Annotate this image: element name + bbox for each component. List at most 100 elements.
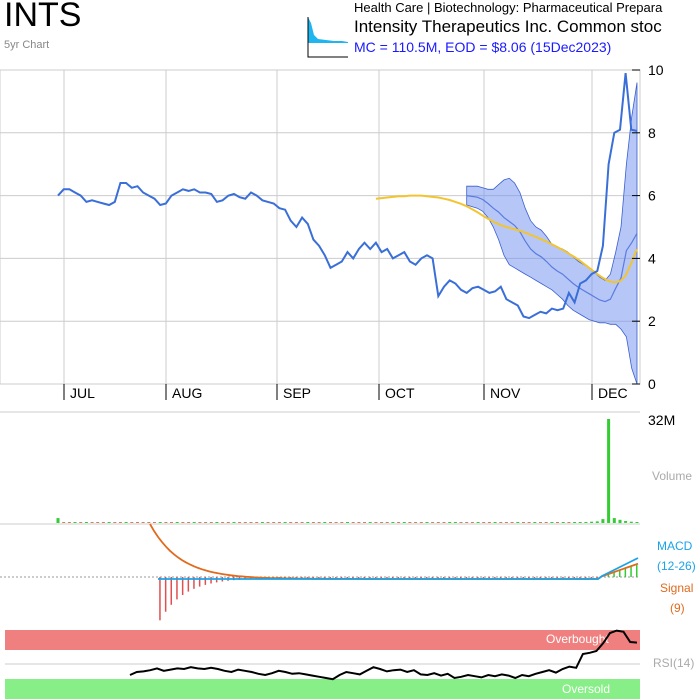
volume-bar — [107, 522, 111, 523]
macd-histogram-bar — [374, 577, 377, 578]
rsi-polyline — [129, 629, 638, 681]
volume-bar — [198, 522, 202, 523]
volume-bar — [533, 522, 537, 523]
volume-bar — [124, 522, 128, 523]
volume-bar — [465, 522, 469, 523]
volume-bar — [556, 522, 559, 523]
volume-bar — [470, 522, 474, 523]
macd-histogram-bar — [522, 577, 524, 578]
macd-histogram-bar — [607, 574, 610, 577]
oversold-label: Oversold — [562, 682, 610, 696]
macd-histogram-bar — [181, 577, 184, 595]
volume-bar — [232, 522, 236, 523]
macd-histogram-bar — [505, 577, 507, 578]
y-tick-label: 8 — [648, 125, 656, 141]
macd-histogram-bar — [528, 577, 530, 578]
thumbnail-chart-icon — [307, 17, 348, 58]
macd-histogram-bar — [159, 577, 161, 621]
macd-histogram-bar — [204, 577, 207, 585]
volume-bar — [84, 522, 88, 523]
volume-bar — [550, 522, 554, 523]
volume-bar — [118, 522, 122, 523]
macd-histogram-bar — [448, 577, 451, 578]
volume-bar — [136, 522, 139, 523]
macd-histogram-bar — [613, 572, 615, 577]
company-name: Intensity Therapeutics Inc. Common stoc — [354, 17, 662, 36]
macd-label: MACD — [657, 539, 693, 553]
volume-bar — [209, 522, 213, 523]
macd-histogram-bar — [403, 577, 405, 578]
macd-histogram-bar — [482, 577, 485, 578]
volume-bar — [607, 419, 611, 523]
signal-params: (9) — [670, 601, 685, 615]
volume-bar — [130, 522, 134, 523]
volume-bar — [158, 522, 162, 523]
volume-bar — [170, 522, 173, 523]
volume-bar — [221, 522, 225, 523]
volume-bar — [289, 522, 293, 523]
volume-bar — [482, 522, 486, 523]
volume-bar — [79, 522, 83, 523]
sector-industry: Health Care | Biotechnology: Pharmaceuti… — [354, 0, 663, 15]
overbought-label: Overbought — [546, 632, 609, 646]
volume-bar — [368, 522, 372, 523]
volume-bar — [516, 522, 520, 523]
volume-bar — [408, 522, 412, 523]
volume-bar — [283, 522, 287, 523]
macd-histogram-bar — [187, 577, 190, 592]
volume-bar — [175, 522, 179, 523]
volume-bar — [56, 518, 60, 523]
price-line — [57, 72, 638, 320]
volume-bar — [453, 522, 457, 523]
volume-bar — [329, 522, 332, 523]
macd-histogram-bar — [318, 577, 320, 579]
macd-histogram-bar — [619, 570, 621, 577]
x-axis-months: JUL AUG SEP OCT NOV DEC — [63, 384, 628, 401]
macd-panel — [0, 523, 640, 621]
volume-bar — [226, 522, 230, 523]
volume-bar — [595, 521, 599, 523]
macd-histogram-bar — [352, 577, 354, 578]
macd-histogram-bar — [306, 577, 309, 579]
volume-bar — [73, 522, 77, 523]
macd-histogram-bar — [567, 577, 570, 578]
volume-bar — [67, 522, 71, 523]
month-label: AUG — [172, 385, 202, 401]
macd-histogram-bar — [176, 577, 178, 600]
volume-bar — [164, 522, 168, 523]
volume-bar — [544, 522, 548, 523]
y-tick-label: 6 — [648, 188, 656, 204]
signal-line — [149, 523, 639, 580]
volume-bar — [243, 522, 247, 523]
ticker-symbol: INTS — [4, 0, 82, 34]
y-tick-label: 4 — [648, 250, 656, 266]
y-tick-label: 0 — [648, 376, 656, 392]
macd-histogram-bar — [443, 577, 445, 578]
volume-bar — [561, 522, 565, 523]
volume-bar — [181, 522, 185, 523]
volume-bar — [340, 522, 344, 523]
macd-histogram-bar — [533, 577, 536, 578]
macd-histogram-bar — [573, 577, 576, 578]
macd-histogram-bar — [312, 577, 314, 579]
macd-histogram-bar — [386, 577, 388, 578]
macd-histogram-bar — [488, 577, 490, 578]
macd-histogram-bar — [562, 577, 564, 578]
overbought-zone — [5, 630, 640, 650]
macd-histogram-bar — [369, 577, 371, 578]
month-label: SEP — [283, 385, 311, 401]
ma-line — [375, 194, 638, 284]
volume-bar — [618, 519, 622, 524]
macd-histogram-bar — [454, 577, 456, 578]
volume-bar — [425, 522, 429, 523]
volume-bar — [255, 522, 259, 523]
volume-bar — [510, 522, 514, 523]
macd-histogram-bar — [556, 577, 558, 578]
rsi-line — [129, 629, 638, 681]
macd-histogram-bar — [579, 577, 581, 578]
volume-bar — [567, 522, 571, 523]
macd-histogram-bar — [624, 568, 627, 577]
macd-histogram-bar — [420, 577, 422, 578]
volume-bar — [113, 522, 117, 523]
macd-histogram-bar — [198, 577, 201, 587]
